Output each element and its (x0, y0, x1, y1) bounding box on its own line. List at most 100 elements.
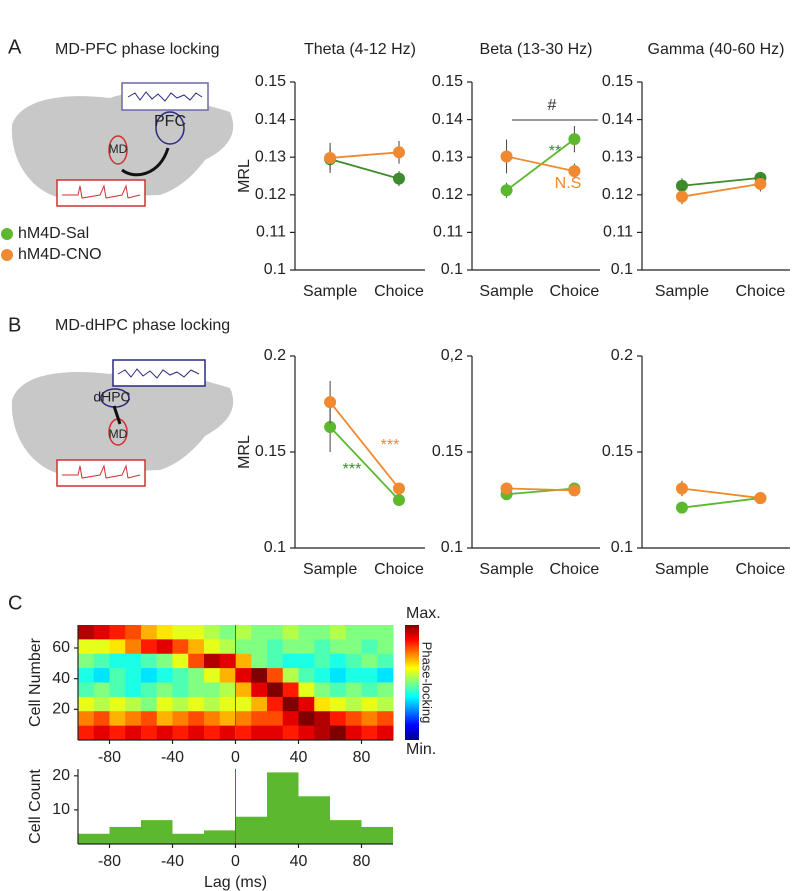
x-tick-label: Choice (374, 561, 424, 578)
x-tick-label: Choice (549, 561, 599, 578)
heatmap-cell (377, 696, 394, 712)
x-tick-label: Choice (549, 283, 599, 300)
heatmap-cell (172, 711, 189, 727)
heatmap-cell (156, 682, 173, 698)
heatmap-cell (219, 711, 236, 727)
heatmap-cell (267, 682, 284, 698)
y-tick-label: 60 (52, 639, 70, 656)
x-tick-label: Sample (655, 283, 709, 300)
annotation: *** (343, 461, 362, 478)
x-tick-label: Choice (735, 283, 785, 300)
heatmap-cell (377, 711, 394, 727)
heatmap-cell (156, 668, 173, 683)
panel-title: MD-dHPC phase locking (55, 317, 230, 334)
heatmap-cell (330, 696, 347, 712)
data-point (568, 165, 581, 178)
data-point (393, 146, 405, 159)
heatmap-cell (219, 639, 236, 655)
heatmap-cell (156, 639, 173, 655)
heatmap-cell (267, 725, 284, 741)
heatmap-cell (377, 639, 394, 655)
y-axis-label: Cell Number (27, 637, 44, 727)
heatmap-cell (235, 668, 252, 683)
data-point (675, 179, 688, 192)
legend-swatch (1, 249, 13, 261)
heatmap-cell (298, 625, 315, 640)
heatmap-cell (361, 725, 378, 741)
y-tick-label: 0.15 (255, 443, 286, 460)
heatmap-cell (125, 711, 142, 727)
heatmap-cell (361, 653, 378, 669)
y-tick-label: 0.2 (264, 347, 286, 364)
x-tick-label: Sample (479, 561, 533, 578)
x-tick-label: Choice (735, 561, 785, 578)
y-tick-label: 0,2 (441, 347, 463, 364)
heatmap-cell (78, 696, 95, 712)
heatmap-cell (267, 696, 284, 712)
histogram-bar (361, 826, 393, 844)
heatmap-cell (345, 725, 362, 741)
y-tick-label: 0.15 (602, 73, 633, 90)
heatmap-cell (267, 639, 284, 655)
data-point (500, 150, 513, 163)
heatmap-cell (282, 696, 299, 712)
heatmap-cell (156, 725, 173, 741)
heatmap-cell (298, 711, 315, 727)
data-point (393, 482, 405, 495)
heatmap-cell (330, 725, 347, 741)
heatmap-cell (78, 668, 95, 683)
heatmap-cell (251, 711, 268, 727)
heatmap-cell (188, 725, 205, 741)
region-label: PFC (154, 113, 186, 130)
y-tick-label: 0.1 (611, 261, 633, 278)
chart-title: Theta (4-12 Hz) (304, 41, 416, 58)
heatmap-cell (125, 668, 142, 683)
heatmap-cell (156, 696, 173, 712)
heatmap-cell (345, 711, 362, 727)
x-tick-label: Sample (479, 283, 533, 300)
histogram-bar (235, 816, 267, 844)
heatmap-cell (251, 725, 268, 741)
heatmap-cell (188, 625, 205, 640)
heatmap-cell (93, 682, 110, 698)
heatmap-cell (172, 725, 189, 741)
heatmap-cell (141, 625, 158, 640)
histogram-bar (204, 830, 236, 844)
heatmap-cell (251, 625, 268, 640)
y-tick-label: 10 (52, 801, 70, 818)
heatmap-cell (235, 625, 252, 640)
heatmap-cell (235, 639, 252, 655)
data-point (754, 492, 767, 505)
heatmap-cell (219, 653, 236, 669)
heatmap-cell (109, 711, 126, 727)
data-point (754, 177, 767, 190)
heatmap-cell (251, 653, 268, 669)
y-tick-label: 20 (52, 767, 70, 784)
data-point (675, 482, 688, 495)
y-axis-label: Cell Count (27, 769, 44, 844)
y-tick-label: 0.12 (602, 186, 633, 203)
y-tick-label: 0.12 (432, 186, 463, 203)
y-tick-label: 40 (52, 670, 70, 687)
heatmap-cell (204, 696, 221, 712)
heatmap-cell (188, 696, 205, 712)
y-tick-label: 0.13 (255, 148, 286, 165)
panel-label: B (8, 314, 21, 336)
heatmap-cell (78, 711, 95, 727)
heatmap-cell (377, 682, 394, 698)
y-tick-label: 0.1 (264, 539, 286, 556)
heatmap-cell (314, 653, 331, 669)
y-tick-label: 0.13 (602, 148, 633, 165)
x-tick-label: Sample (303, 283, 357, 300)
y-tick-label: 0.14 (255, 111, 286, 128)
data-point (500, 482, 513, 495)
y-tick-label: 0.1 (611, 539, 633, 556)
heatmap-cell (361, 639, 378, 655)
data-point (675, 190, 688, 203)
annotation: *** (381, 437, 400, 454)
legend-label: hM4D-CNO (18, 246, 102, 263)
data-point (568, 484, 581, 497)
x-tick-label: -40 (161, 749, 184, 766)
panel-label: A (8, 36, 22, 58)
heatmap-cell (188, 639, 205, 655)
